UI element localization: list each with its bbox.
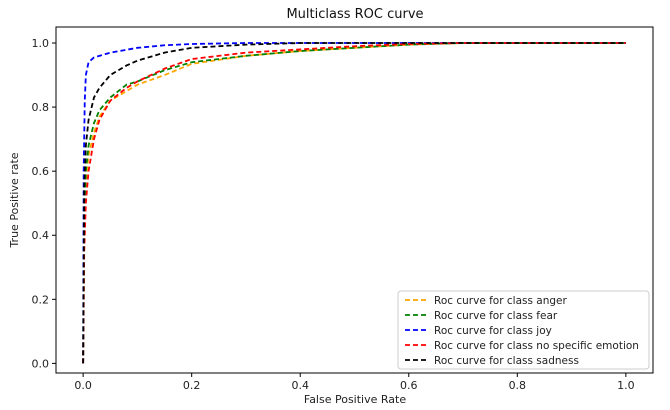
y-tick-label: 0.4	[32, 229, 50, 242]
plot-area-frame	[55, 26, 654, 374]
roc-series-line	[82, 42, 626, 364]
x-axis-title: False Positive Rate	[304, 393, 406, 406]
x-tick-label: 0.8	[509, 379, 527, 392]
legend-label: Roc curve for class anger	[434, 295, 568, 307]
x-axis: 0.0 0.2 0.4 0.6 0.8 1.0	[74, 373, 635, 392]
chart-title: Multiclass ROC curve	[286, 7, 423, 22]
y-tick-label: 0.2	[32, 293, 50, 306]
x-tick-label: 0.4	[291, 379, 309, 392]
x-tick-label: 0.2	[183, 379, 201, 392]
y-axis: 0.0 0.2 0.4 0.6 0.8 1.0	[32, 37, 56, 370]
y-tick-label: 0.8	[32, 101, 50, 114]
y-tick-label: 1.0	[32, 37, 50, 50]
legend-label: Roc curve for class sadness	[434, 355, 579, 367]
legend-box	[397, 290, 650, 370]
x-tick-label: 1.0	[617, 379, 635, 392]
series-layer	[82, 42, 626, 364]
y-tick-label: 0.6	[32, 165, 50, 178]
x-tick-label: 0.0	[74, 379, 92, 392]
legend: Roc curve for class anger Roc curve for c…	[397, 290, 650, 370]
x-tick-label: 0.6	[400, 379, 418, 392]
y-axis-title: True Positive rate	[8, 152, 21, 248]
legend-label: Roc curve for class fear	[434, 310, 558, 322]
y-tick-label: 0.0	[32, 357, 50, 370]
legend-label: Roc curve for class no specific emotion	[434, 340, 639, 352]
roc-series-line	[82, 42, 626, 364]
legend-label: Roc curve for class joy	[434, 325, 552, 337]
